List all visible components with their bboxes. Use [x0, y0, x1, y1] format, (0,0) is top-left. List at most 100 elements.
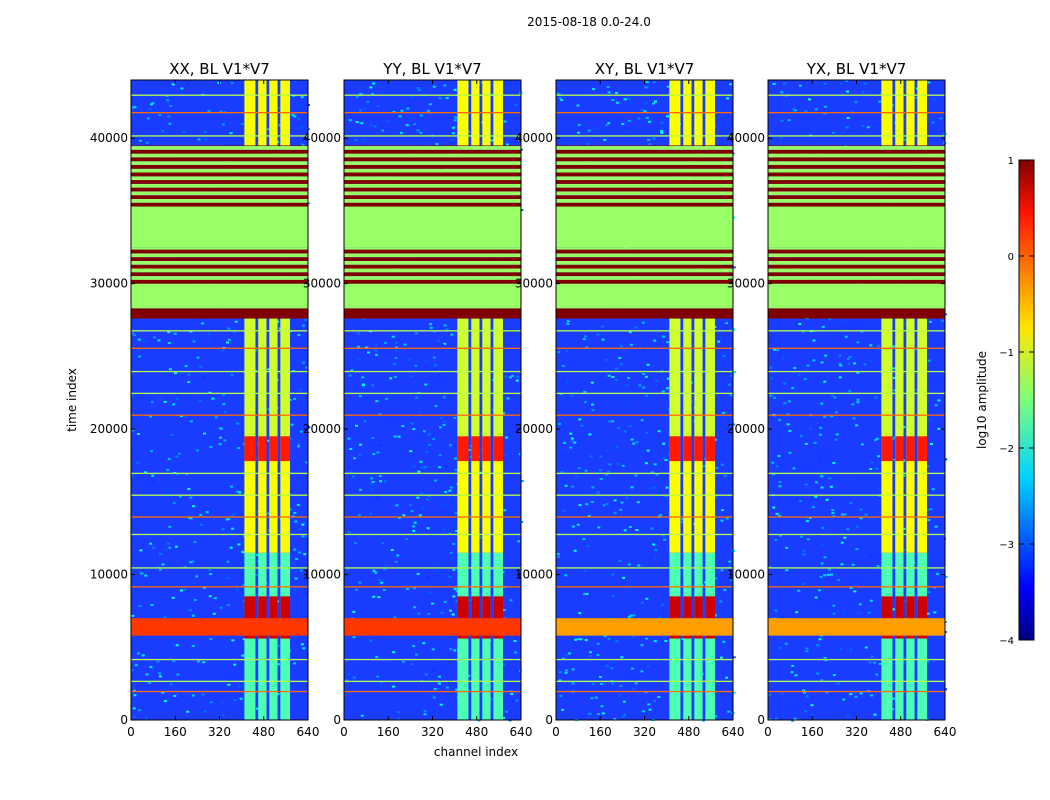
heatmap-panel: YX, BL V1*V70 160 320 480 640010000200003000…	[727, 60, 957, 739]
heatmap-cell	[175, 644, 179, 647]
heatmap-cell	[431, 669, 435, 672]
heatmap-cell	[502, 663, 506, 666]
heatmap-cell	[450, 501, 454, 504]
heatmap-cell	[619, 532, 622, 535]
heatmap-cell	[860, 443, 864, 446]
heatmap-cell	[163, 616, 167, 619]
heatmap-cell	[374, 343, 378, 346]
heatmap-cell	[375, 353, 378, 356]
heatmap-cell	[659, 514, 663, 516]
heatmap-cell	[607, 122, 611, 125]
rfi-line	[131, 680, 308, 683]
rfi-line	[768, 347, 945, 349]
heatmap-cell	[783, 82, 786, 85]
heatmap-cell	[166, 99, 170, 102]
heatmap-cell	[236, 144, 240, 147]
heatmap-cell	[640, 670, 644, 673]
heatmap-cell	[840, 541, 844, 544]
heatmap-cell	[784, 642, 788, 645]
heatmap-cell	[615, 640, 619, 642]
heatmap-cell	[560, 99, 564, 102]
heatmap-cell	[445, 686, 449, 689]
heatmap-cell	[360, 122, 364, 125]
heatmap-cell	[412, 428, 416, 431]
heatmap-cell	[596, 642, 600, 645]
heatmap-cell	[868, 661, 872, 664]
flag-stripe	[344, 145, 521, 147]
heatmap-cell	[209, 573, 213, 576]
signal-column	[269, 318, 278, 437]
y-tick-label: 0	[333, 713, 341, 727]
heatmap-cell	[150, 450, 153, 452]
heatmap-cell	[802, 553, 806, 556]
heatmap-cell	[394, 341, 398, 344]
panel-title: XX, BL V1*V7	[169, 60, 270, 78]
heatmap-cell	[773, 348, 777, 351]
heatmap-cell	[926, 509, 929, 511]
heatmap-cell	[662, 335, 666, 338]
heatmap-cell	[940, 319, 944, 322]
heatmap-cell	[814, 715, 818, 718]
heatmap-cell	[237, 543, 241, 546]
flag-stripe	[768, 146, 945, 150]
heatmap-cell	[158, 552, 162, 555]
heatmap-cell	[397, 711, 400, 714]
heatmap-cell	[376, 451, 380, 454]
heatmap-cell	[818, 638, 822, 641]
heatmap-cell	[187, 488, 191, 491]
heatmap-cell	[929, 508, 933, 511]
signal-hotspot	[280, 596, 291, 639]
heatmap-cell	[351, 475, 355, 478]
rfi-line	[768, 392, 945, 395]
heatmap-cell	[416, 572, 420, 575]
heatmap-cell	[797, 589, 801, 592]
heatmap-cell	[778, 646, 782, 649]
heatmap-cell	[219, 606, 223, 609]
heatmap-cell	[166, 100, 170, 103]
heatmap-cell	[229, 132, 233, 135]
heatmap-cell	[384, 564, 388, 567]
flag-stripe	[344, 161, 521, 165]
heatmap-cell	[806, 364, 810, 367]
heatmap-cell	[278, 327, 282, 330]
heatmap-cell	[589, 455, 593, 458]
heatmap-cell	[585, 593, 589, 595]
heatmap-cell	[423, 430, 426, 433]
heatmap-cell	[822, 602, 826, 605]
flag-stripe	[131, 180, 308, 184]
heatmap-cell	[812, 359, 816, 362]
rfi-line	[131, 690, 308, 693]
flag-stripe	[556, 149, 733, 154]
heatmap-cell	[392, 651, 396, 654]
heatmap-cell	[409, 375, 413, 378]
heatmap-cell	[732, 423, 736, 426]
rfi-line	[131, 135, 308, 137]
heatmap-cell	[382, 589, 386, 591]
rfi-line	[768, 658, 945, 661]
heatmap-cell	[131, 429, 135, 432]
heatmap-cell	[816, 644, 820, 647]
heatmap-cell	[433, 479, 437, 482]
heatmap-cell	[354, 542, 358, 545]
heatmap-cell	[158, 114, 162, 116]
heatmap-cell	[133, 334, 137, 337]
heatmap-cell	[577, 507, 581, 510]
rfi-line	[768, 533, 945, 536]
heatmap-cell	[640, 644, 644, 647]
heatmap-cell	[874, 439, 878, 441]
heatmap-cell	[435, 143, 439, 146]
heatmap-cell	[902, 527, 906, 530]
heatmap-cell	[893, 389, 897, 392]
heatmap-cell	[839, 364, 843, 367]
signal-hotspot	[269, 596, 278, 639]
heatmap-cell	[412, 525, 415, 528]
heatmap-cell	[208, 391, 212, 394]
heatmap-cell	[301, 361, 305, 364]
heatmap-cell	[848, 390, 852, 393]
flag-band	[556, 308, 733, 319]
heatmap-cell	[580, 424, 584, 427]
x-tick-label: 160	[377, 725, 400, 739]
heatmap-cell	[624, 401, 628, 404]
heatmap-cell	[927, 359, 931, 362]
heatmap-cell	[666, 377, 670, 380]
